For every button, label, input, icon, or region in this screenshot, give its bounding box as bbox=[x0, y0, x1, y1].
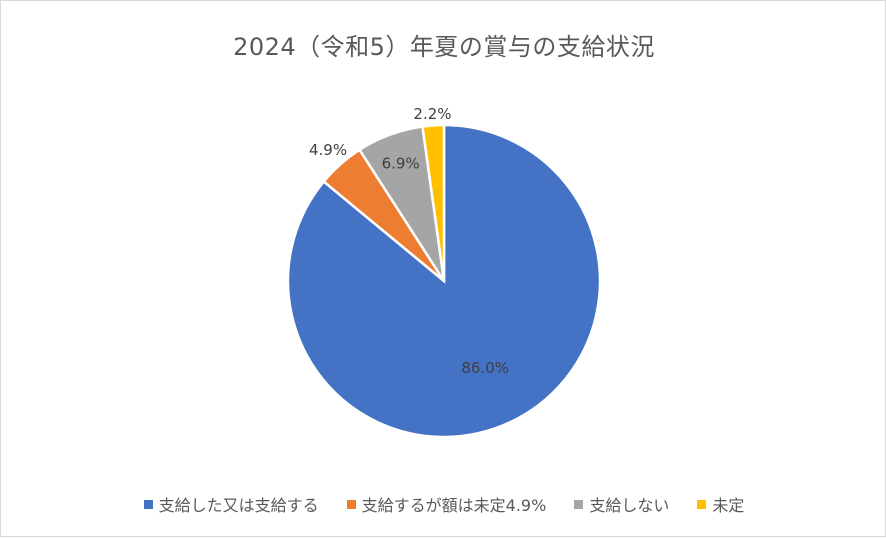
legend: 支給した又は支給する 支給するが額は未定4.9% 支給しない 未定 bbox=[1, 492, 886, 516]
legend-item-paid-amount-undecided: 支給するが額は未定4.9% bbox=[346, 492, 547, 516]
legend-label: 支給した又は支給する bbox=[158, 496, 319, 515]
legend-swatch bbox=[697, 499, 707, 509]
data-label: 2.2% bbox=[413, 105, 451, 123]
chart-title: 2024（令和5）年夏の賞与の支給状況 bbox=[233, 33, 655, 61]
legend-item-not-paid: 支給しない bbox=[574, 492, 669, 516]
pie-data-labels: 86.0% 4.9% 6.9% 2.2% bbox=[309, 105, 509, 377]
legend-label: 支給するが額は未定4.9% bbox=[361, 496, 547, 515]
legend-swatch bbox=[574, 499, 584, 509]
legend-swatch bbox=[346, 499, 356, 509]
legend-label: 支給しない bbox=[589, 496, 670, 515]
data-label: 86.0% bbox=[461, 359, 509, 377]
data-label: 6.9% bbox=[382, 154, 420, 172]
pie-slices bbox=[286, 123, 602, 439]
legend-item-undecided: 未定 bbox=[697, 492, 744, 516]
legend-item-paid: 支給した又は支給する bbox=[143, 492, 319, 516]
legend-swatch bbox=[143, 499, 153, 509]
slice-undecided bbox=[421, 123, 446, 282]
data-label: 4.9% bbox=[309, 141, 347, 159]
legend-label: 未定 bbox=[712, 496, 745, 515]
